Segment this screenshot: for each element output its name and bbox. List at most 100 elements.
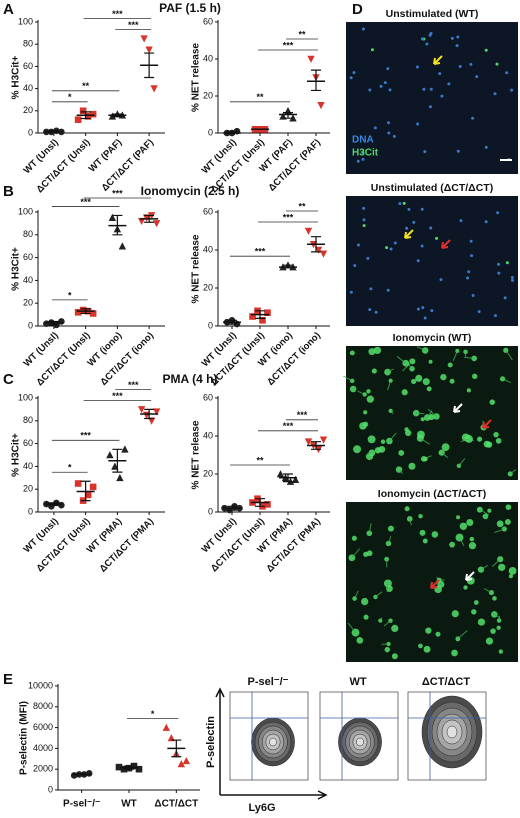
error-bar: [227, 130, 237, 134]
cell: [477, 310, 481, 314]
cell: [441, 443, 450, 452]
net-strand: [427, 408, 437, 417]
net-strand: [425, 379, 429, 383]
flow-title: WT: [349, 676, 366, 688]
cell: [440, 94, 444, 98]
cell: [363, 614, 369, 620]
cell: [366, 395, 374, 403]
cell: [386, 67, 390, 71]
cell: [497, 271, 501, 275]
cell: [456, 149, 460, 153]
significance-label: **: [298, 29, 306, 39]
net-strand: [383, 620, 391, 627]
cell: [440, 373, 447, 381]
data-point: [74, 309, 82, 316]
significance-label: ***: [128, 20, 139, 30]
cell: [367, 435, 376, 444]
y-tick-label: 2000: [33, 764, 53, 774]
cell: [490, 628, 496, 634]
y-axis-label: % NET release: [191, 43, 202, 112]
cell: [378, 445, 386, 453]
data-point: [79, 306, 87, 314]
cell: [425, 627, 432, 634]
cell: [421, 306, 425, 310]
cell: [391, 624, 399, 633]
arrow: [482, 419, 492, 429]
cell: [405, 226, 409, 230]
y-tick-label: 6000: [33, 722, 53, 732]
cell: [428, 33, 432, 37]
y-tick-label: 80: [23, 415, 33, 425]
cell: [408, 462, 416, 470]
error-bar: [311, 236, 321, 253]
y-tick-label: 100: [18, 392, 33, 402]
error-bar: [227, 505, 237, 511]
y-tick-label: 0: [48, 784, 53, 794]
net-strand: [387, 368, 394, 373]
cell: [498, 563, 506, 571]
cell: [366, 389, 371, 394]
data-point: [137, 406, 146, 414]
legend-dna: DNA: [352, 135, 374, 146]
panel-label: A: [3, 1, 14, 18]
cell: [496, 625, 501, 630]
cell: [510, 278, 514, 282]
contour: [269, 737, 277, 747]
cell: [483, 440, 491, 448]
cell: [429, 226, 433, 230]
error-bar: [48, 502, 59, 506]
data-point: [79, 107, 87, 115]
cell: [505, 71, 509, 75]
data-point: [106, 451, 114, 459]
axis-arrow: [215, 687, 328, 800]
cell: [349, 350, 355, 356]
x-tick-label: ΔCT/ΔCT (PAF): [266, 137, 322, 193]
cell: [447, 362, 453, 368]
cell: [422, 87, 426, 91]
cell: [389, 247, 393, 251]
cell: [475, 75, 479, 79]
flow-title: ΔCT/ΔCT: [422, 676, 470, 688]
cell: [468, 542, 477, 550]
cell: [366, 256, 370, 260]
error-bar: [144, 408, 155, 420]
cell: [362, 218, 366, 222]
significance-label: ***: [80, 431, 91, 441]
net-strand: [352, 386, 357, 390]
error-bar: [283, 264, 293, 268]
y-tick-label: 60: [23, 438, 33, 448]
cell: [473, 600, 479, 605]
cell: [466, 388, 471, 393]
cell: [505, 261, 509, 265]
cell: [391, 653, 398, 660]
micrograph: [346, 22, 518, 174]
cell: [356, 159, 360, 163]
error-bar: [283, 112, 293, 119]
cell: [362, 206, 366, 210]
error-bar: [112, 113, 123, 117]
cell: [428, 105, 432, 109]
cell: [362, 224, 366, 228]
data-point: [116, 473, 124, 482]
net-strand: [416, 412, 425, 415]
cell: [472, 373, 478, 380]
net-strand: [505, 349, 513, 361]
cell: [438, 72, 442, 76]
data-point: [111, 462, 119, 470]
net-strand: [479, 509, 490, 516]
data-point: [152, 408, 161, 416]
cell: [498, 649, 504, 654]
cell: [455, 348, 460, 354]
cell: [495, 438, 502, 444]
data-point: [314, 246, 323, 254]
data-point: [319, 436, 328, 444]
significance-label: ***: [112, 391, 123, 401]
x-tick-label: WT: [121, 799, 137, 810]
cell: [412, 220, 416, 224]
cell: [419, 529, 426, 536]
cell: [420, 37, 424, 41]
cell: [363, 551, 369, 557]
cell: [430, 309, 434, 313]
cell: [411, 378, 417, 385]
cell: [455, 44, 459, 48]
